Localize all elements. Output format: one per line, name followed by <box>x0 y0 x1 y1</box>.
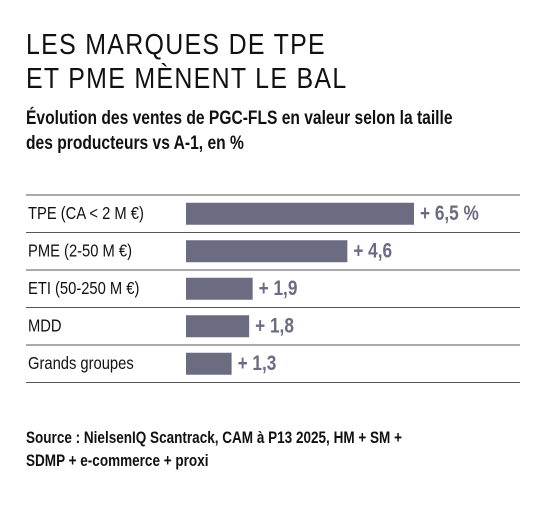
header: LES MARQUES DE TPE ET PME MÈNENT LE BAL … <box>26 28 546 156</box>
data-label: + 1,9 <box>259 277 298 300</box>
chart-subtitle: Évolution des ventes de PGC-FLS en valeu… <box>26 106 453 156</box>
data-label: + 1,8 <box>255 315 294 338</box>
source-line-2: SDMP + e-commerce + proxi <box>26 452 209 470</box>
data-label: + 1,3 <box>238 352 277 375</box>
bar <box>186 277 253 300</box>
bar <box>186 352 232 375</box>
category-label: ETI (50-250 M €) <box>28 279 139 299</box>
bar <box>186 202 414 225</box>
source-note: Source : NielsenIQ Scantrack, CAM à P13 … <box>26 427 452 473</box>
chart-title-line-2: ET PME MÈNENT LE BAL <box>26 63 348 95</box>
chart-title: LES MARQUES DE TPE ET PME MÈNENT LE BAL <box>26 28 473 96</box>
category-label: PME (2-50 M €) <box>28 241 132 261</box>
chart-title-line-1: LES MARQUES DE TPE <box>26 29 326 61</box>
source-line-1: Source : NielsenIQ Scantrack, CAM à P13 … <box>26 429 402 447</box>
chart-subtitle-line-1: Évolution des ventes de PGC-FLS en valeu… <box>26 107 453 129</box>
chart-subtitle-line-2: des producteurs vs A-1, en % <box>26 132 244 154</box>
category-label: MDD <box>28 316 62 336</box>
category-label: TPE (CA < 2 M €) <box>28 204 144 224</box>
data-label: + 6,5 % <box>420 202 479 225</box>
bar <box>186 240 348 263</box>
data-label: + 4,6 <box>353 240 392 263</box>
category-label: Grands groupes <box>28 354 134 374</box>
bar <box>186 315 250 338</box>
